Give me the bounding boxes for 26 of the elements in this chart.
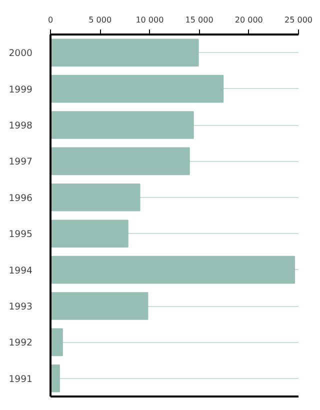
y-tick-label: 1993 bbox=[8, 302, 33, 312]
bar bbox=[50, 292, 148, 320]
x-tick-label: 0 bbox=[48, 16, 54, 24]
bar bbox=[50, 328, 63, 356]
y-tick-label: 1996 bbox=[8, 192, 33, 204]
bar bbox=[50, 184, 140, 212]
y-tick-label: 2000 bbox=[8, 48, 33, 60]
y-tick-label: 1995 bbox=[8, 229, 33, 240]
y-tick-label: 1997 bbox=[8, 156, 33, 168]
x-tick-label: 15 000 bbox=[185, 16, 214, 24]
bar bbox=[50, 220, 128, 248]
y-tick-label: 1999 bbox=[8, 84, 33, 96]
x-tick-label: 10 000 bbox=[136, 16, 164, 24]
y-tick-label: 1992 bbox=[8, 338, 33, 349]
bar bbox=[50, 74, 224, 103]
y-tick-label: 1998 bbox=[8, 120, 33, 132]
bar bbox=[50, 147, 190, 176]
y-tick-label: 1991 bbox=[8, 374, 33, 385]
bar bbox=[50, 256, 296, 284]
x-tick-label: 20 000 bbox=[234, 16, 263, 24]
x-tick-label: 25 000 bbox=[284, 16, 313, 24]
y-tick-label: 1994 bbox=[8, 265, 33, 276]
bar bbox=[50, 111, 194, 139]
bar bbox=[50, 38, 199, 66]
x-tick-label: 5 000 bbox=[88, 16, 112, 24]
bar bbox=[50, 364, 60, 392]
